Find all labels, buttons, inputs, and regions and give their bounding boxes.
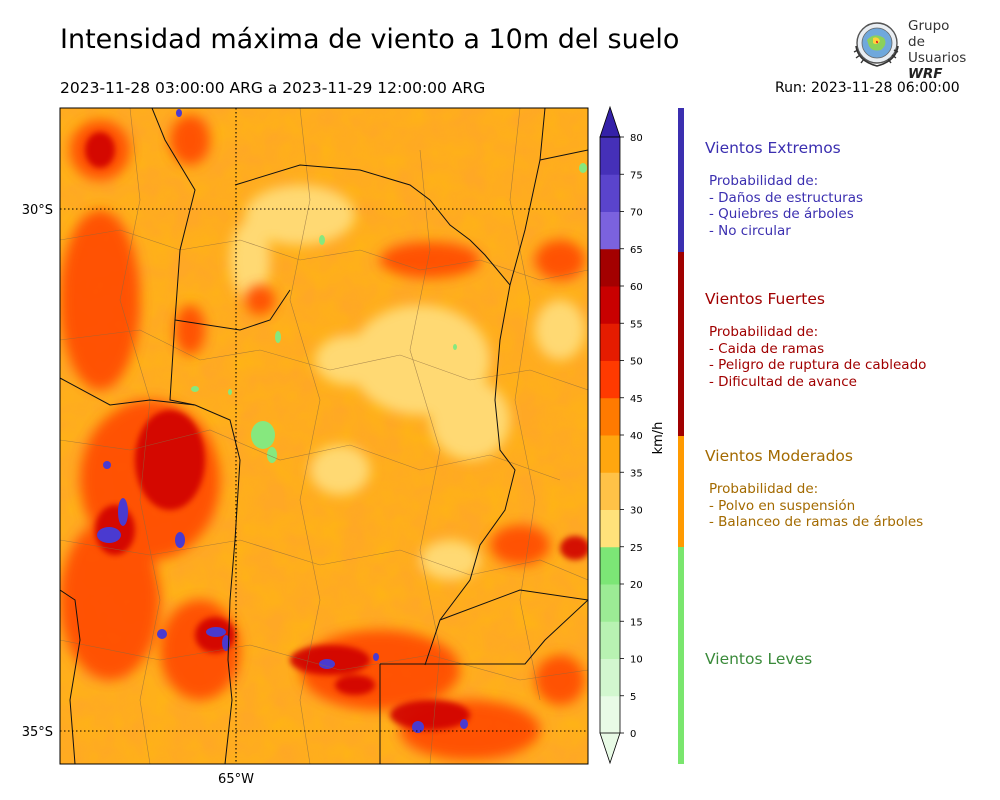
logo-line-3: WRF [908, 66, 943, 82]
colorbar-tick-label: 45 [630, 394, 643, 405]
category-description: Probabilidad de: - Polvo en suspensión - B… [709, 481, 923, 531]
colorbar-min-extension [599, 732, 621, 765]
province-boundaries [60, 108, 588, 764]
graticule [60, 108, 588, 764]
lat-label-30s: 30°S [22, 203, 53, 218]
category-description-line: - Caida de ramas [709, 340, 825, 357]
map-title: Intensidad máxima de viento a 10m del su… [60, 24, 680, 55]
colorbar-band [600, 472, 620, 510]
colorbar-ticks: 0 5 10 15 20 25 30 35 40 45 50 55 60 65 70 75 80 [620, 133, 643, 740]
colorbar: 0 5 10 15 20 25 30 35 40 45 50 55 60 65 70 75 80 km/h [599, 105, 666, 765]
colorbar-tick-label: 35 [630, 468, 643, 479]
run-time: Run: 2023-11-28 06:00:00 [775, 80, 960, 96]
category-color-bar [678, 108, 684, 252]
category-title: Vientos Leves [705, 650, 813, 668]
colorbar-tick-label: 70 [630, 208, 643, 219]
category-description-line: - Quiebres de árboles [709, 206, 854, 222]
wind-category: Vientos Leves [705, 650, 812, 668]
department-boundaries [60, 108, 588, 764]
light-green-zones [191, 163, 587, 463]
category-description: Probabilidad de: - Caida de ramas - Peligr… [709, 324, 926, 390]
category-title: Vientos Fuertes [705, 290, 825, 308]
map-frame [59, 107, 589, 765]
colorbar-tick-label: 75 [630, 170, 643, 181]
category-description-line: - Polvo en suspensión [709, 497, 856, 514]
category-description-line: - No circular [709, 222, 791, 239]
colorbar-band [600, 137, 620, 175]
wind-category: Vientos Fuertes Probabilidad de: - Caida d… [705, 290, 926, 390]
colorbar-tick-label: 55 [630, 319, 643, 330]
colorbar-tick-label: 80 [630, 133, 643, 144]
colorbar-tick-label: 40 [630, 431, 643, 442]
grupo-usuarios-wrf-logo: Grupo de Usuarios WRF [848, 16, 968, 82]
colorbar-tick-label: 15 [630, 617, 643, 628]
colorbar-tick-label: 30 [630, 506, 643, 517]
wind-map: 30°S 35°S 65°W [22, 107, 589, 787]
colorbar-tick-label: 60 [630, 282, 643, 293]
colorbar-tick-label: 0 [630, 729, 636, 740]
colorbar-band [600, 546, 620, 585]
colorbar-band [600, 211, 620, 250]
category-description-line: Probabilidad de: [709, 173, 819, 189]
map-field [60, 108, 588, 764]
lon-label-65w: 65°W [218, 772, 254, 787]
colorbar-band [600, 621, 620, 659]
colorbar-band [600, 509, 620, 548]
logo-line-1: Grupo de [908, 18, 950, 50]
colorbar-tick-label: 10 [630, 655, 643, 666]
colorbar-tick-label: 20 [630, 580, 643, 591]
category-title: Vientos Moderados [705, 447, 853, 465]
category-color-bar [678, 252, 684, 436]
date-range: 2023-11-28 03:00:00 ARG a 2023-11-29 12:… [60, 79, 486, 97]
colorbar-band [600, 286, 620, 324]
colorbar-band [600, 658, 620, 697]
category-description-line: - Balanceo de ramas de árboles [709, 514, 924, 530]
colorbar-band [600, 323, 620, 361]
wind-category: Vientos Moderados Probabilidad de: - Polvo… [705, 447, 923, 531]
globe-logo-icon [853, 22, 899, 67]
category-title: Vientos Extremos [705, 139, 841, 157]
light-wind-zones [230, 185, 585, 580]
category-color-bar [678, 436, 684, 547]
colorbar-band [600, 584, 620, 622]
category-description: Probabilidad de: - Daños de estructuras - … [709, 173, 863, 239]
colorbar-band [600, 360, 620, 399]
lat-label-35s: 35°S [22, 725, 53, 740]
colorbar-bands [599, 105, 621, 765]
category-description-line: - Dificultad de avance [709, 373, 857, 390]
colorbar-band [600, 174, 620, 212]
colorbar-max-extension [599, 105, 621, 138]
logo-line-2: Usuarios [908, 50, 967, 66]
colorbar-tick-label: 50 [630, 357, 643, 368]
colorbar-tick-label: 65 [630, 245, 643, 256]
category-color-bar [678, 547, 684, 764]
colorbar-band [600, 435, 620, 473]
colorbar-band [600, 248, 620, 287]
extreme-wind-cells [97, 109, 468, 733]
wind-category: Vientos Extremos Probabilidad de: - Daños … [705, 139, 863, 239]
category-description-line: - Daños de estructuras [709, 189, 864, 206]
colorbar-tick-label: 25 [630, 543, 643, 554]
category-description-line: - Peligro de ruptura de cableado [709, 357, 927, 373]
category-description-line: Probabilidad de: [709, 481, 819, 497]
colorbar-band [600, 695, 620, 734]
colorbar-tick-label: 5 [630, 692, 636, 703]
category-description-line: Probabilidad de: [709, 324, 819, 340]
colorbar-unit-label: km/h [651, 422, 666, 455]
colorbar-band [600, 397, 620, 436]
